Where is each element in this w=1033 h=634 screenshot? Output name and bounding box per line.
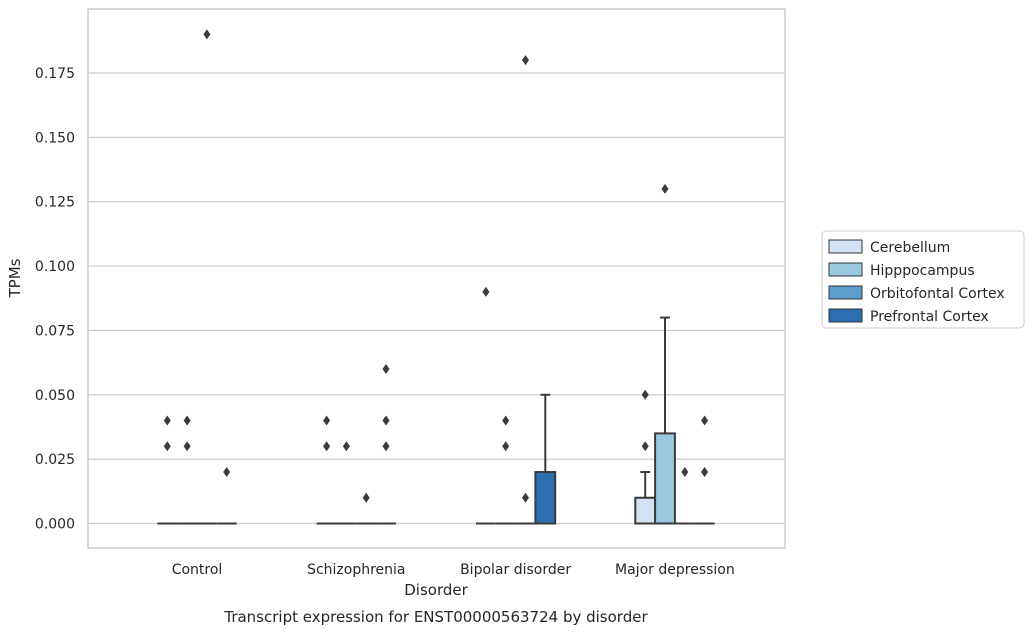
box-orbitofontal-cortex [197, 29, 217, 525]
outlier-point [661, 183, 669, 194]
outlier-point [203, 29, 211, 40]
box-orbitofontal-cortex [674, 467, 695, 525]
box-groups [157, 29, 715, 525]
y-tick-label: 0.050 [35, 388, 75, 404]
legend-frame [821, 230, 1025, 329]
chart-caption: Transcript expression for ENST0000056372… [223, 608, 648, 626]
x-tick-label: Control [172, 562, 223, 578]
y-axis-label: TPMs [6, 258, 24, 298]
box-prefrontal-cortex [534, 393, 557, 525]
gridlines [88, 72, 785, 525]
box-prefrontal-cortex [216, 467, 237, 525]
outlier-point [183, 441, 191, 452]
outlier-point [163, 415, 171, 426]
outlier-point [342, 441, 350, 452]
legend-swatch [828, 262, 863, 277]
outlier-point [382, 364, 390, 375]
box-prefrontal-cortex [694, 415, 715, 525]
x-tick-label: Bipolar disorder [460, 562, 571, 578]
legend-swatch [828, 239, 863, 254]
box-orbitofontal-cortex [515, 55, 536, 525]
outlier-point [641, 441, 649, 452]
y-tick-label: 0.175 [35, 66, 75, 82]
y-tick-label: 0.025 [35, 452, 75, 468]
box-hipppocampus [654, 183, 676, 525]
legend: Cerebellum Hipppocampus Orbitofontal Corte… [821, 230, 1025, 329]
outlier-point [183, 415, 191, 426]
box-hipppocampus [177, 415, 197, 525]
y-tick-labels: 0.000 0.025 0.050 0.075 0.100 0.125 0.150 0.175 [35, 66, 75, 533]
outlier-point [223, 467, 231, 478]
box-orbitofontal-cortex [356, 492, 377, 525]
y-tick-label: 0.000 [35, 517, 75, 533]
legend-label: Orbitofontal Cortex [870, 286, 1005, 302]
outlier-point [323, 415, 331, 426]
outlier-point [522, 492, 529, 503]
plot-frame [87, 8, 786, 549]
outlier-point [362, 492, 370, 503]
outlier-point [382, 415, 390, 426]
outlier-point [681, 467, 689, 478]
box-body [534, 471, 557, 525]
legend-label: Cerebellum [870, 240, 950, 256]
outlier-point [482, 286, 490, 297]
box-body [634, 496, 657, 525]
y-tick-label: 0.150 [35, 130, 75, 146]
legend-label: Hipppocampus [870, 263, 975, 279]
box-cerebellum [476, 286, 496, 525]
outlier-point [382, 441, 390, 452]
box-prefrontal-cortex [376, 364, 396, 525]
outlier-point [163, 441, 171, 452]
x-tick-labels: Control Schizophrenia Bipolar disorder Majo… [172, 562, 735, 578]
x-axis-label: Disorder [404, 581, 468, 599]
outlier-point [502, 415, 510, 426]
x-tick-label: Major depression [615, 562, 735, 578]
outlier-point [701, 415, 709, 426]
box-hipppocampus [495, 415, 516, 525]
box-hipppocampus [336, 441, 357, 525]
legend-label: Prefrontal Cortex [870, 309, 989, 325]
y-tick-label: 0.075 [35, 323, 75, 339]
outlier-point [701, 467, 709, 478]
box-cerebellum [157, 415, 178, 525]
legend-swatch [828, 285, 863, 300]
box-cerebellum [316, 415, 337, 525]
x-tick-label: Schizophrenia [307, 562, 405, 578]
legend-swatch [828, 308, 863, 323]
box-cerebellum [634, 389, 657, 525]
y-tick-label: 0.125 [35, 195, 75, 211]
outlier-point [323, 441, 331, 452]
outlier-point [522, 55, 529, 66]
box-body [654, 432, 676, 525]
y-tick-label: 0.100 [35, 259, 75, 275]
outlier-point [502, 441, 510, 452]
outlier-point [641, 389, 649, 400]
